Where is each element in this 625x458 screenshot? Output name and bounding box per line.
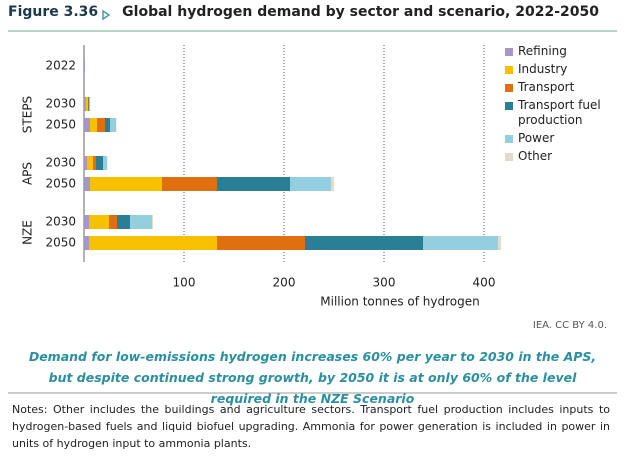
- y-tick-label: 2050: [45, 177, 76, 191]
- bar-segment: [84, 156, 87, 170]
- subtitle: Demand for low-emissions hydrogen increa…: [28, 349, 597, 406]
- x-axis-label: Million tonnes of hydrogen: [320, 295, 479, 309]
- bar-segment: [90, 118, 97, 132]
- title: Global hydrogen demand by sector and sce…: [122, 4, 599, 20]
- y-tick-label: 2030: [45, 156, 76, 170]
- group-label: APS: [21, 162, 35, 185]
- bar-segment: [97, 118, 105, 132]
- legend-item: Industry: [505, 62, 615, 77]
- bar-segment: [152, 215, 153, 229]
- x-tick-label: 300: [373, 276, 396, 290]
- bar-segment: [103, 156, 107, 170]
- legend-item: Transport: [505, 80, 615, 95]
- legend-item: Transport fuel production: [505, 98, 615, 128]
- legend-label: Other: [518, 149, 553, 163]
- bar-segment: [130, 215, 152, 229]
- bar-segment: [84, 97, 86, 111]
- legend-swatch: [505, 135, 513, 143]
- bar-segment: [87, 156, 93, 170]
- bar-segment: [305, 236, 423, 250]
- group-label: STEPS: [21, 96, 35, 133]
- y-tick-label: 2030: [45, 97, 76, 111]
- bar-segment: [105, 118, 110, 132]
- legend-swatch: [505, 102, 513, 110]
- bar-segment: [84, 236, 89, 250]
- group-label: NZE: [21, 220, 35, 245]
- bar-segment: [86, 97, 88, 111]
- bar-segment: [90, 177, 162, 191]
- bar-segment: [217, 236, 305, 250]
- bar-segment: [88, 97, 89, 111]
- bar-segment: [116, 118, 117, 132]
- bar-segment: [109, 215, 117, 229]
- x-tick-label: 100: [173, 276, 196, 290]
- bar-segment: [84, 177, 90, 191]
- legend-swatch: [505, 153, 513, 161]
- legend-label: Industry: [518, 62, 568, 76]
- bar-segment: [90, 97, 91, 111]
- bar-segment: [110, 118, 116, 132]
- legend-label: Transport fuel production: [518, 98, 601, 127]
- bar-segment: [331, 177, 334, 191]
- x-tick-label: 200: [273, 276, 296, 290]
- bar-segment: [498, 236, 501, 250]
- header-arrow: [102, 9, 111, 21]
- bar-segment: [290, 177, 331, 191]
- bar-segment: [89, 236, 217, 250]
- legend-swatch: [505, 84, 513, 92]
- y-tick-label: 2030: [45, 215, 76, 229]
- bar-segment: [84, 59, 85, 73]
- legend-item: Refining: [505, 44, 615, 59]
- legend-label: Refining: [518, 44, 567, 58]
- source: IEA. CC BY 4.0.: [532, 320, 607, 331]
- y-tick-label: 2022: [45, 59, 76, 73]
- legend-item: Other: [505, 149, 615, 164]
- bar-segment: [162, 177, 217, 191]
- bar-segment: [84, 118, 90, 132]
- y-tick-label: 2050: [45, 236, 76, 250]
- bar-segment: [117, 215, 130, 229]
- legend-label: Power: [518, 131, 555, 145]
- legend-swatch: [505, 66, 513, 74]
- bar-segment: [88, 97, 89, 111]
- bar-segment: [89, 215, 109, 229]
- bar-segment: [84, 215, 89, 229]
- figure-number: Figure 3.36: [8, 4, 99, 20]
- x-tick-label: 400: [473, 276, 496, 290]
- bar-segment: [96, 156, 103, 170]
- y-tick-label: 2050: [45, 118, 76, 132]
- header: Figure 3.36 Global hydrogen demand by sec…: [8, 4, 599, 20]
- bar-segment: [217, 177, 290, 191]
- bar-segment: [93, 156, 96, 170]
- legend-label: Transport: [518, 80, 575, 94]
- notes: Notes: Other includes the buildings and …: [12, 403, 610, 450]
- bar-segment: [107, 156, 108, 170]
- bar-segment: [89, 97, 90, 111]
- legend-item: Power: [505, 131, 615, 146]
- legend-swatch: [505, 48, 513, 56]
- legend: Refining Industry Transport Transport fuel …: [505, 44, 615, 167]
- bar-segment: [423, 236, 498, 250]
